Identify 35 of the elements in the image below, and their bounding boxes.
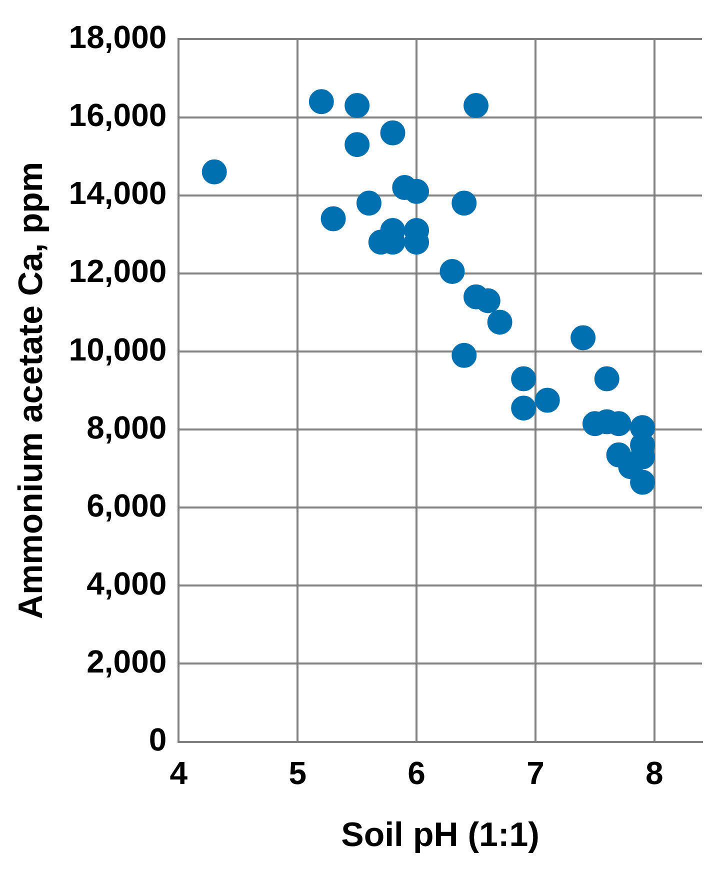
x-tick-label: 6 (408, 754, 426, 791)
point (452, 190, 477, 216)
x-tick-label: 5 (288, 754, 307, 791)
y-tick-label: 12,000 (68, 253, 167, 290)
x-tick-label: 4 (170, 754, 188, 791)
x-tick-label: 7 (526, 754, 544, 791)
point (308, 89, 334, 114)
point (356, 190, 382, 216)
y-tick-label: 18,000 (68, 19, 167, 56)
point (320, 206, 346, 232)
point (594, 366, 620, 392)
y-tick-label: 10,000 (68, 331, 167, 368)
point (511, 396, 536, 421)
point (344, 93, 370, 118)
point (464, 93, 489, 118)
point (511, 366, 536, 392)
point (344, 132, 370, 158)
point (534, 388, 560, 413)
y-tick-label: 0 (148, 722, 167, 758)
point (570, 325, 596, 350)
point (440, 258, 465, 284)
y-tick-label: 4,000 (86, 565, 167, 602)
y-tick-label: 6,000 (86, 487, 167, 524)
point (487, 310, 512, 335)
x-axis-title: Soil pH (1:1) (341, 816, 540, 854)
y-tick-label: 14,000 (68, 175, 167, 212)
point (630, 470, 656, 495)
y-tick-label: 8,000 (86, 409, 167, 446)
point (202, 159, 227, 184)
y-axis-title: Ammonium acetate Ca, ppm (12, 162, 50, 620)
y-tick-label: 16,000 (68, 97, 167, 134)
point (452, 342, 477, 368)
x-tick-label: 8 (646, 754, 664, 791)
point (380, 120, 406, 146)
y-tick-label: 2,000 (86, 644, 167, 680)
